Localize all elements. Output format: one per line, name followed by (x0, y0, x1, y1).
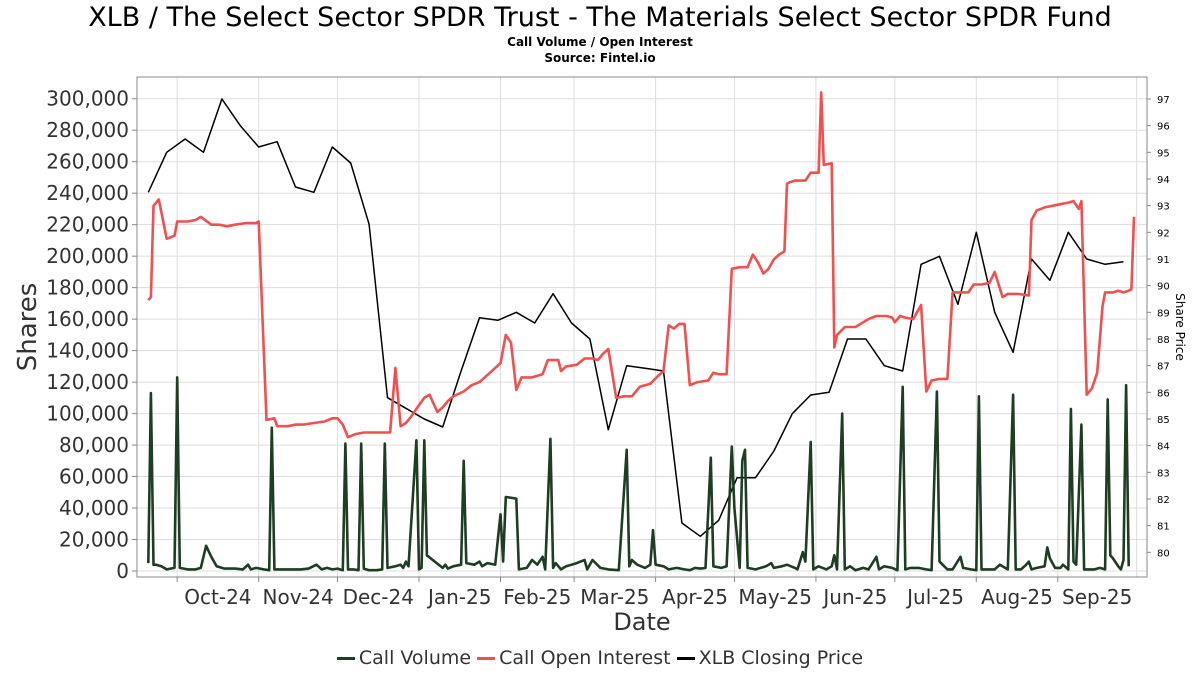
y-tick-label: 180,000 (46, 276, 129, 300)
y2-tick-label: 80 (1157, 548, 1170, 559)
y-tick-label: 120,000 (46, 370, 129, 394)
y2-tick-label: 85 (1157, 415, 1170, 426)
y-tick-label: 200,000 (46, 244, 129, 268)
legend: Call Volume Call Open Interest XLB Closi… (0, 647, 1200, 669)
x-tick-label: May-25 (738, 585, 812, 609)
series-layer (147, 91, 1136, 572)
legend-item-call-volume: Call Volume (336, 647, 472, 669)
y-tick-label: 260,000 (46, 150, 129, 174)
y-tick-label: 0 (116, 559, 129, 583)
y2-tick-label: 84 (1157, 442, 1170, 453)
chart-canvas: 0 20,000 40,000 60,000 80,000 100,000 120,000 1… (13, 76, 1187, 636)
y2-tick-label: 96 (1157, 122, 1170, 133)
y2-tick-label: 87 (1157, 362, 1170, 373)
x-tick-label: Oct-24 (184, 585, 251, 609)
chart-source: Source: Fintel.io (544, 51, 656, 65)
legend-swatch-call-open-interest (477, 656, 496, 660)
plot-frame (136, 76, 1148, 578)
y-tick-label: 140,000 (46, 339, 129, 363)
y2-axis-label: Share Price (1173, 293, 1187, 361)
y2-tick-label: 89 (1157, 308, 1170, 319)
y2-tick-label: 88 (1157, 335, 1170, 346)
x-axis-label: Date (613, 608, 670, 636)
y2-tick-label: 91 (1157, 255, 1170, 266)
y2-tick-label: 81 (1157, 522, 1170, 533)
y2-tick-label: 93 (1157, 202, 1170, 213)
x-tick-label: Jun-25 (821, 585, 887, 609)
series-line-call-open-interest (147, 91, 1136, 439)
y-tick-label: 100,000 (46, 402, 129, 426)
legend-swatch-call-volume (336, 656, 355, 660)
x-tick-label: Jan-25 (426, 585, 492, 609)
x-tick-label: Apr-25 (662, 585, 728, 609)
y2-tick-label: 83 (1157, 468, 1170, 479)
x-tick-label: Sep-25 (1062, 585, 1132, 609)
y-tick-label: 60,000 (59, 465, 129, 489)
y-tick-label: 220,000 (46, 213, 129, 237)
y2-tick-label: 97 (1157, 95, 1170, 106)
y-tick-label: 20,000 (59, 528, 129, 552)
series-line-call-volume (147, 376, 1130, 572)
grid (137, 77, 1147, 577)
y-tick-label: 240,000 (46, 181, 129, 205)
chart-title: XLB / The Select Sector SPDR Trust - The… (88, 2, 1112, 33)
chart-subtitle: Call Volume / Open Interest (507, 35, 693, 49)
legend-label-call-open-interest: Call Open Interest (499, 647, 671, 669)
y2-tick-label: 82 (1157, 495, 1170, 506)
y2-tick-label: 90 (1157, 282, 1170, 293)
y2-tick-label: 95 (1157, 148, 1170, 159)
y-tick-label: 160,000 (46, 307, 129, 331)
legend-item-closing-price: XLB Closing Price (676, 647, 864, 669)
x-tick-label: Mar-25 (580, 585, 649, 609)
y2-tick-label: 94 (1157, 175, 1170, 186)
legend-label-closing-price: XLB Closing Price (698, 647, 864, 669)
x-tick-label: Aug-25 (981, 585, 1053, 609)
y-tick-label: 40,000 (59, 496, 129, 520)
x-tick-label: Feb-25 (503, 585, 571, 609)
legend-swatch-closing-price (676, 656, 695, 660)
y-tick-label: 280,000 (46, 118, 129, 142)
x-tick-label: Nov-24 (263, 585, 334, 609)
y-axis-label: Shares (13, 283, 43, 372)
y-tick-label: 300,000 (46, 87, 129, 111)
y2-tick-label: 92 (1157, 228, 1170, 239)
legend-item-call-open-interest: Call Open Interest (477, 647, 671, 669)
x-tick-label: Jul-25 (905, 585, 964, 609)
y2-tick-label: 86 (1157, 388, 1170, 399)
axes: 0 20,000 40,000 60,000 80,000 100,000 120,000 1… (13, 87, 1187, 636)
x-tick-label: Dec-24 (343, 585, 414, 609)
y-tick-label: 80,000 (59, 433, 129, 457)
legend-label-call-volume: Call Volume (358, 647, 472, 669)
